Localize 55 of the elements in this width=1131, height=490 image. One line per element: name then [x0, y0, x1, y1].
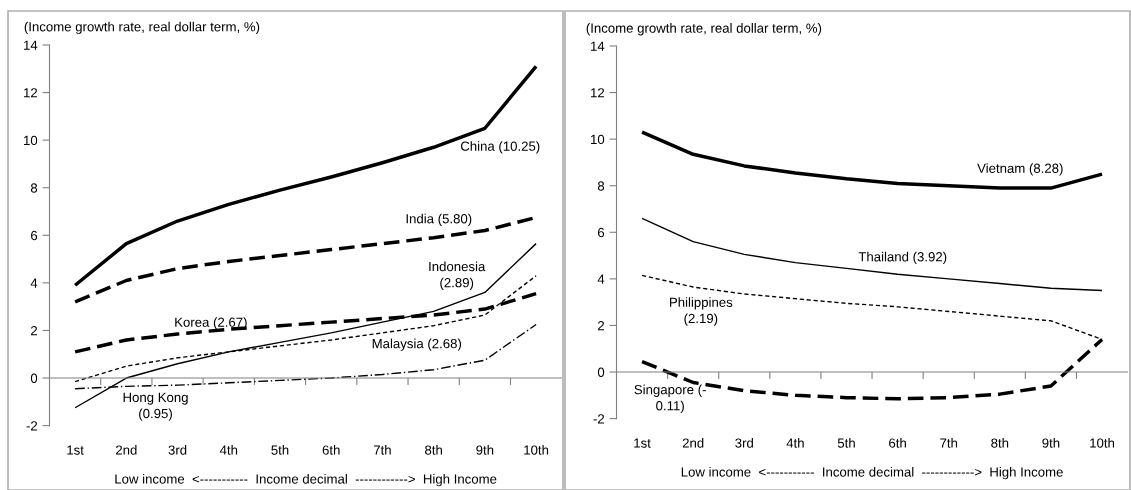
x-tick-label: 7th — [373, 445, 391, 455]
x-tick-label: 3rd — [735, 438, 753, 448]
x-axis-title: Low income <----------- Income decimal ------------> High Income — [681, 467, 1063, 480]
y-axis-title: (Income growth rate, real dollar term, %) — [586, 23, 822, 36]
series-label: Philippines (2.19) — [670, 297, 733, 326]
x-tick-label: 2nd — [682, 438, 704, 448]
x-tick-label: 6th — [889, 438, 906, 448]
series-label: Korea (2.67) — [175, 317, 247, 330]
y-tick-label: 8 — [597, 181, 605, 191]
y-tick-label: 6 — [31, 230, 38, 241]
y-tick-label: 10 — [591, 134, 605, 145]
line-series — [74, 242, 537, 409]
series-label: Thailand (3.92) — [858, 251, 947, 265]
x-tick-label: 10th — [1090, 438, 1115, 448]
y-tick-label: 4 — [597, 274, 605, 284]
x-tick-label: 1st — [634, 438, 651, 448]
y-tick-label: 12 — [24, 88, 38, 98]
x-tick-label: 3rd — [168, 445, 187, 455]
x-tick-label: 4th — [786, 438, 804, 448]
y-tick-label: 0 — [30, 373, 38, 383]
y-tick-label: 8 — [30, 183, 38, 193]
y-tick-label: 4 — [30, 278, 38, 288]
y-tick-label: 6 — [598, 227, 605, 238]
x-tick-label: 2nd — [115, 445, 137, 455]
line-series — [641, 217, 1103, 292]
x-axis-title: Low income <----------- Income decimal ------------> High Income — [115, 474, 497, 487]
x-tick-label: 5th — [271, 445, 289, 455]
line-series — [640, 130, 1104, 190]
y-tick-label: 2 — [598, 321, 605, 331]
series-label: Indonesia (2.89) — [429, 261, 486, 290]
y-tick-label: 0 — [597, 367, 605, 377]
y-tick-label: 14 — [591, 41, 605, 51]
x-tick-label: 8th — [991, 438, 1009, 448]
series-label: India (5.80) — [406, 213, 472, 226]
x-tick-label: 9th — [1042, 438, 1060, 448]
series-label: Singapore (- 0.11) — [634, 384, 706, 414]
series-label: Hong Kong (0.95) — [123, 392, 188, 421]
series-label: Vietnam (8.28) — [977, 163, 1063, 176]
x-tick-label: 9th — [476, 445, 494, 455]
x-tick-label: 8th — [425, 445, 442, 455]
x-tick-label: 6th — [322, 445, 340, 455]
y-tick-label: 14 — [24, 40, 38, 50]
series-label: Malaysia (2.68) — [372, 338, 462, 351]
x-tick-label: 10th — [524, 445, 549, 455]
x-tick-label: 5th — [837, 438, 855, 448]
x-tick-label: 1st — [67, 445, 84, 455]
y-tick-label: 10 — [24, 135, 38, 146]
y-tick-label: -2 — [26, 421, 38, 431]
x-tick-label: 7th — [940, 438, 958, 448]
y-tick-label: 2 — [31, 326, 38, 336]
series-label: China (10.25) — [460, 141, 540, 154]
y-tick-label: -2 — [593, 414, 605, 424]
x-tick-label: 4th — [219, 445, 238, 455]
y-axis-title: (Income growth rate, real dollar term, %) — [24, 21, 260, 35]
y-tick-label: 12 — [591, 88, 605, 98]
